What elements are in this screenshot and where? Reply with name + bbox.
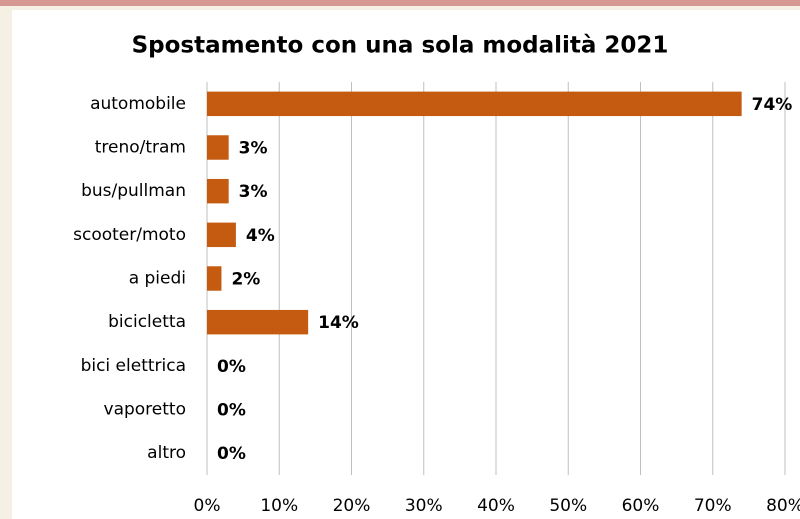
y-tick-label: a piedi <box>129 269 186 289</box>
bar <box>207 135 229 160</box>
x-tick-label: 40% <box>477 496 515 516</box>
x-tick-label: 30% <box>405 496 443 516</box>
data-label: 0% <box>217 401 246 421</box>
top-border <box>0 0 800 6</box>
bar <box>207 266 222 291</box>
data-label: 4% <box>246 226 275 246</box>
x-tick-label: 20% <box>333 496 371 516</box>
x-tick-label: 10% <box>260 496 298 516</box>
bar <box>207 309 309 335</box>
data-label: 2% <box>231 270 260 290</box>
y-tick-label: scooter/moto <box>73 225 186 245</box>
x-tick-label: 50% <box>549 496 587 516</box>
chart-background <box>12 10 800 519</box>
data-label: 3% <box>239 139 268 159</box>
bar <box>207 91 742 117</box>
data-label: 3% <box>239 182 268 202</box>
chart-title: Spostamento con una sola modalità 2021 <box>132 33 669 59</box>
x-tick-label: 70% <box>694 496 732 516</box>
data-label: 14% <box>318 313 359 333</box>
y-tick-label: bus/pullman <box>81 181 186 201</box>
x-tick-label: 60% <box>622 496 660 516</box>
x-tick-label: 80% <box>766 496 800 516</box>
data-label: 74% <box>752 95 793 115</box>
y-tick-label: treno/tram <box>95 138 186 158</box>
y-tick-label: bici elettrica <box>81 356 186 376</box>
y-tick-label: vaporetto <box>104 400 186 420</box>
data-label: 0% <box>217 357 246 377</box>
x-tick-label: 0% <box>194 496 221 516</box>
y-tick-label: automobile <box>90 94 186 114</box>
bar <box>207 178 229 204</box>
bar <box>207 222 236 248</box>
y-tick-label: bicicletta <box>108 312 186 332</box>
data-label: 0% <box>217 444 246 464</box>
y-tick-label: altro <box>147 443 186 463</box>
